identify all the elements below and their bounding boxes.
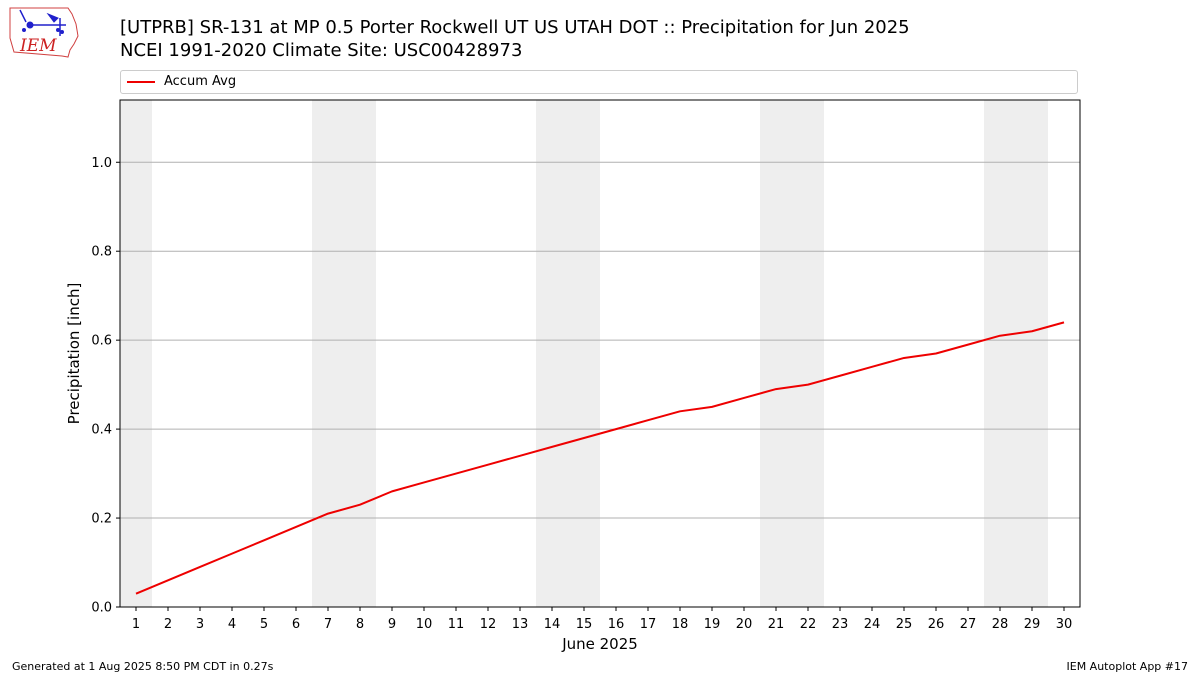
x-tick-label: 10 [416, 617, 433, 632]
weekend-band [984, 100, 1048, 607]
x-tick-label: 25 [896, 617, 913, 632]
x-tick-label: 14 [544, 617, 561, 632]
x-tick-label: 1 [132, 617, 140, 632]
y-tick-label: 0.4 [91, 423, 112, 438]
x-tick-label: 7 [324, 617, 332, 632]
weekend-bands [120, 100, 1048, 607]
iem-logo: IEM [9, 7, 79, 58]
x-tick-label: 24 [864, 617, 881, 632]
x-axis-ticks: 1 2 3 4 5 6 7 8 9 10 11 12 13 14 15 16 17 18 19 20 21 22 23 24 2… [132, 607, 1072, 632]
x-tick-label: 5 [260, 617, 268, 632]
x-tick-label: 17 [640, 617, 657, 632]
x-tick-label: 16 [608, 617, 625, 632]
x-tick-label: 12 [480, 617, 497, 632]
y-tick-label: 0.8 [91, 245, 112, 260]
x-tick-label: 15 [576, 617, 593, 632]
logo-text: IEM [19, 36, 57, 56]
x-tick-label: 22 [800, 617, 817, 632]
plot-frame [119, 99, 1081, 608]
y-tick-label: 0.0 [91, 601, 112, 616]
x-tick-label: 9 [388, 617, 396, 632]
series-layer [135, 321, 1065, 595]
weekend-band [120, 100, 152, 607]
x-tick-label: 27 [960, 617, 977, 632]
chart-subtitle: NCEI 1991-2020 Climate Site: USC00428973 [120, 40, 523, 61]
x-tick-label: 21 [768, 617, 785, 632]
y-tick-label: 0.2 [91, 512, 112, 527]
x-tick-label: 4 [228, 617, 236, 632]
x-tick-label: 20 [736, 617, 753, 632]
x-tick-label: 19 [704, 617, 721, 632]
x-tick-label: 8 [356, 617, 364, 632]
weekend-band [312, 100, 376, 607]
iowa-outline-icon [9, 7, 79, 58]
series-line-accum-avg [135, 321, 1065, 595]
y-tick-label: 0.6 [91, 334, 112, 349]
x-tick-label: 23 [832, 617, 849, 632]
y-axis-label: Precipitation [inch] [65, 283, 83, 425]
weekend-band [536, 100, 600, 607]
legend: Accum Avg [120, 70, 1078, 94]
x-tick-label: 11 [448, 617, 465, 632]
legend-swatch [127, 81, 155, 83]
chart-title: [UTPRB] SR-131 at MP 0.5 Porter Rockwell… [120, 17, 910, 38]
x-tick-label: 6 [292, 617, 300, 632]
x-tick-label: 13 [512, 617, 529, 632]
x-tick-label: 28 [992, 617, 1009, 632]
x-tick-label: 30 [1056, 617, 1073, 632]
x-tick-label: 29 [1024, 617, 1041, 632]
x-tick-label: 3 [196, 617, 204, 632]
x-axis-label: June 2025 [561, 635, 638, 653]
legend-label: Accum Avg [164, 74, 237, 89]
x-tick-label: 2 [164, 617, 172, 632]
iowa-state-weather-icon [19, 9, 66, 36]
grid-lines [120, 161, 1080, 519]
x-tick-label: 18 [672, 617, 689, 632]
y-axis-ticks: 0.0 0.2 0.4 0.6 0.8 1.0 [91, 156, 120, 616]
generated-timestamp: Generated at 1 Aug 2025 8:50 PM CDT in 0… [12, 660, 274, 673]
x-tick-label: 26 [928, 617, 945, 632]
weekend-band [760, 100, 824, 607]
app-id: IEM Autoplot App #17 [1066, 660, 1189, 673]
y-tick-label: 1.0 [91, 156, 112, 171]
